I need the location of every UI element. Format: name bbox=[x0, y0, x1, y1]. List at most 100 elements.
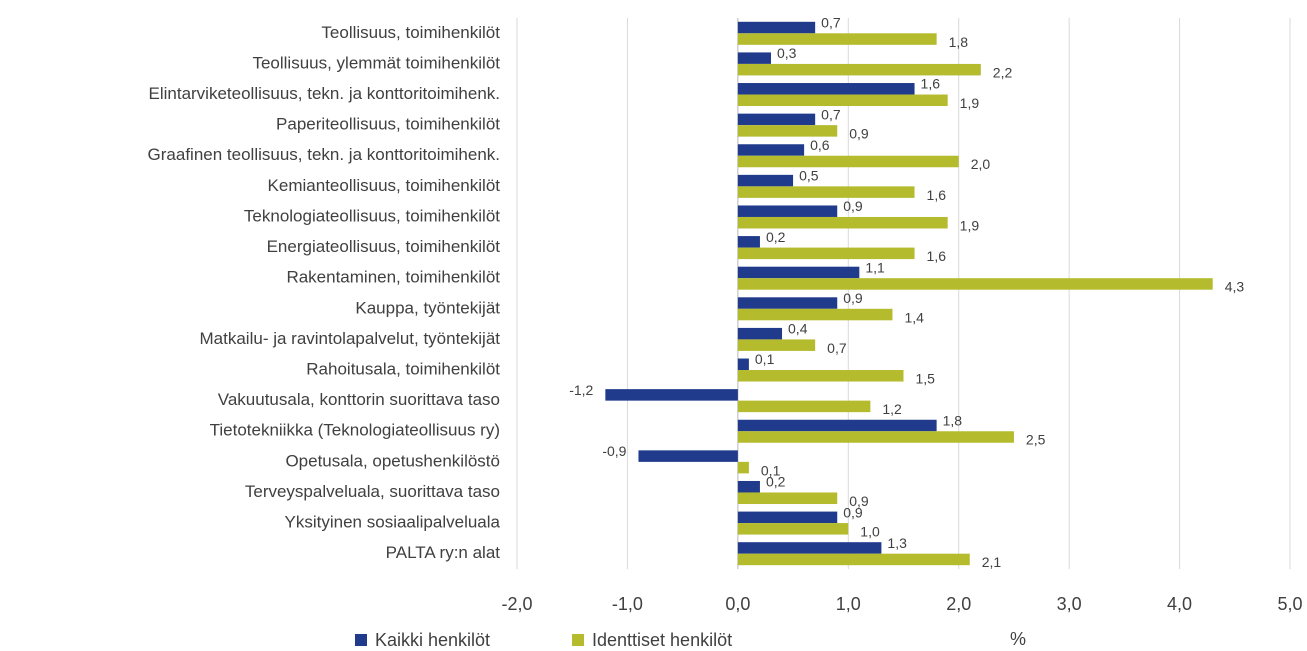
bar bbox=[737, 236, 760, 248]
y-tick-label: Paperiteollisuus, toimihenkilöt bbox=[276, 115, 500, 134]
bar bbox=[605, 389, 738, 401]
data-label: 1,8 bbox=[943, 412, 963, 428]
data-label: 0,7 bbox=[827, 340, 847, 356]
data-label: 0,7 bbox=[821, 15, 841, 31]
y-tick-label: Teollisuus, ylemmät toimihenkilöt bbox=[252, 53, 500, 72]
bar bbox=[737, 419, 937, 432]
bar bbox=[737, 370, 904, 382]
legend-swatch bbox=[572, 634, 584, 646]
x-tick-label: 3,0 bbox=[1057, 594, 1082, 614]
x-tick-label: 0,0 bbox=[725, 594, 750, 614]
data-label: 0,5 bbox=[799, 168, 819, 184]
data-label: 1,6 bbox=[927, 187, 947, 203]
data-label: 1,0 bbox=[860, 524, 880, 540]
bar bbox=[737, 308, 893, 321]
y-tick-label: Kemianteollisuus, toimihenkilöt bbox=[268, 176, 501, 195]
data-label: 0,2 bbox=[766, 229, 786, 245]
x-tick-label: 5,0 bbox=[1277, 594, 1302, 614]
bar bbox=[737, 113, 816, 126]
data-label: 1,6 bbox=[927, 248, 947, 264]
data-label: 1,3 bbox=[887, 535, 907, 551]
bar bbox=[737, 155, 959, 168]
data-label: 0,9 bbox=[849, 126, 869, 142]
bar bbox=[638, 450, 738, 462]
y-tick-label: Terveyspalveluala, suorittava taso bbox=[245, 482, 500, 501]
y-tick-label: Kauppa, työntekijät bbox=[355, 298, 500, 317]
y-tick-label: Energiateollisuus, toimihenkilöt bbox=[267, 237, 501, 256]
bar bbox=[737, 542, 882, 554]
bar bbox=[737, 125, 838, 137]
bar bbox=[737, 358, 749, 371]
y-tick-label: Elintarviketeollisuus, tekn. ja konttori… bbox=[149, 84, 501, 103]
data-label: 1,9 bbox=[960, 95, 980, 111]
data-label: 0,9 bbox=[843, 290, 863, 306]
bar bbox=[737, 327, 783, 340]
data-label: 0,9 bbox=[843, 504, 863, 520]
data-label: 2,5 bbox=[1026, 432, 1046, 448]
bar bbox=[737, 52, 771, 64]
data-label: 2,0 bbox=[971, 156, 991, 172]
bar bbox=[737, 33, 937, 45]
bar bbox=[737, 186, 915, 198]
x-tick-label: -1,0 bbox=[612, 594, 643, 614]
bar bbox=[737, 266, 860, 279]
y-tick-label: Graafinen teollisuus, tekn. ja konttorit… bbox=[148, 145, 500, 164]
y-tick-label: Yksityinen sosiaalipalveluala bbox=[285, 513, 501, 532]
bar bbox=[737, 21, 816, 34]
bar bbox=[737, 144, 805, 156]
bar bbox=[737, 297, 838, 309]
data-label: 0,9 bbox=[849, 493, 869, 509]
y-tick-label: Teknologiateollisuus, toimihenkilöt bbox=[244, 206, 500, 225]
y-tick-label: Opetusala, opetushenkilöstö bbox=[285, 451, 500, 470]
bar bbox=[737, 523, 849, 535]
data-label: 0,1 bbox=[761, 462, 781, 478]
data-label: 1,9 bbox=[960, 217, 980, 233]
data-label: 2,1 bbox=[982, 554, 1002, 570]
x-tick-label: 2,0 bbox=[946, 594, 971, 614]
bar bbox=[737, 339, 816, 351]
bar bbox=[737, 461, 749, 474]
data-label: 4,3 bbox=[1225, 279, 1245, 295]
legend-label: Kaikki henkilöt bbox=[375, 630, 490, 650]
bar bbox=[737, 174, 794, 187]
bar bbox=[737, 480, 760, 493]
y-tick-label: PALTA ry:n alat bbox=[386, 543, 501, 562]
data-label: 2,2 bbox=[993, 64, 1013, 80]
bar bbox=[737, 205, 838, 217]
bar bbox=[737, 216, 948, 229]
y-tick-label: Teollisuus, toimihenkilöt bbox=[321, 23, 500, 42]
bar bbox=[737, 63, 981, 76]
data-label: 1,6 bbox=[921, 76, 941, 92]
data-label: 1,1 bbox=[865, 259, 885, 275]
data-label: 0,4 bbox=[788, 321, 808, 337]
x-tick-label: 4,0 bbox=[1167, 594, 1192, 614]
data-label: -0,9 bbox=[602, 443, 626, 459]
y-tick-label: Matkailu- ja ravintolapalvelut, työnteki… bbox=[200, 329, 501, 348]
bar bbox=[737, 400, 871, 413]
bar bbox=[737, 511, 838, 524]
bar bbox=[737, 553, 970, 566]
data-label: 0,3 bbox=[777, 45, 797, 61]
data-label: 0,2 bbox=[766, 474, 786, 490]
data-label: 0,9 bbox=[843, 198, 863, 214]
bar bbox=[737, 278, 1213, 290]
data-label: 0,6 bbox=[810, 137, 830, 153]
data-label: 1,5 bbox=[916, 370, 936, 386]
y-tick-label: Vakuutusala, konttorin suorittava taso bbox=[218, 390, 500, 409]
y-tick-label: Tietotekniikka (Teknologiateollisuus ry) bbox=[210, 421, 500, 440]
data-label: 1,4 bbox=[904, 309, 924, 325]
x-axis-label: % bbox=[1010, 629, 1026, 649]
y-tick-label: Rakentaminen, toimihenkilöt bbox=[286, 268, 500, 287]
bar bbox=[737, 431, 1014, 443]
data-label: 1,8 bbox=[949, 34, 969, 50]
legend-label: Identtiset henkilöt bbox=[592, 630, 732, 650]
x-tick-label: -2,0 bbox=[501, 594, 532, 614]
data-label: -1,2 bbox=[569, 382, 593, 398]
bar bbox=[737, 83, 915, 95]
bar bbox=[737, 492, 838, 504]
data-label: 0,1 bbox=[755, 351, 775, 367]
legend-swatch bbox=[355, 634, 367, 646]
data-label: 0,7 bbox=[821, 106, 841, 122]
